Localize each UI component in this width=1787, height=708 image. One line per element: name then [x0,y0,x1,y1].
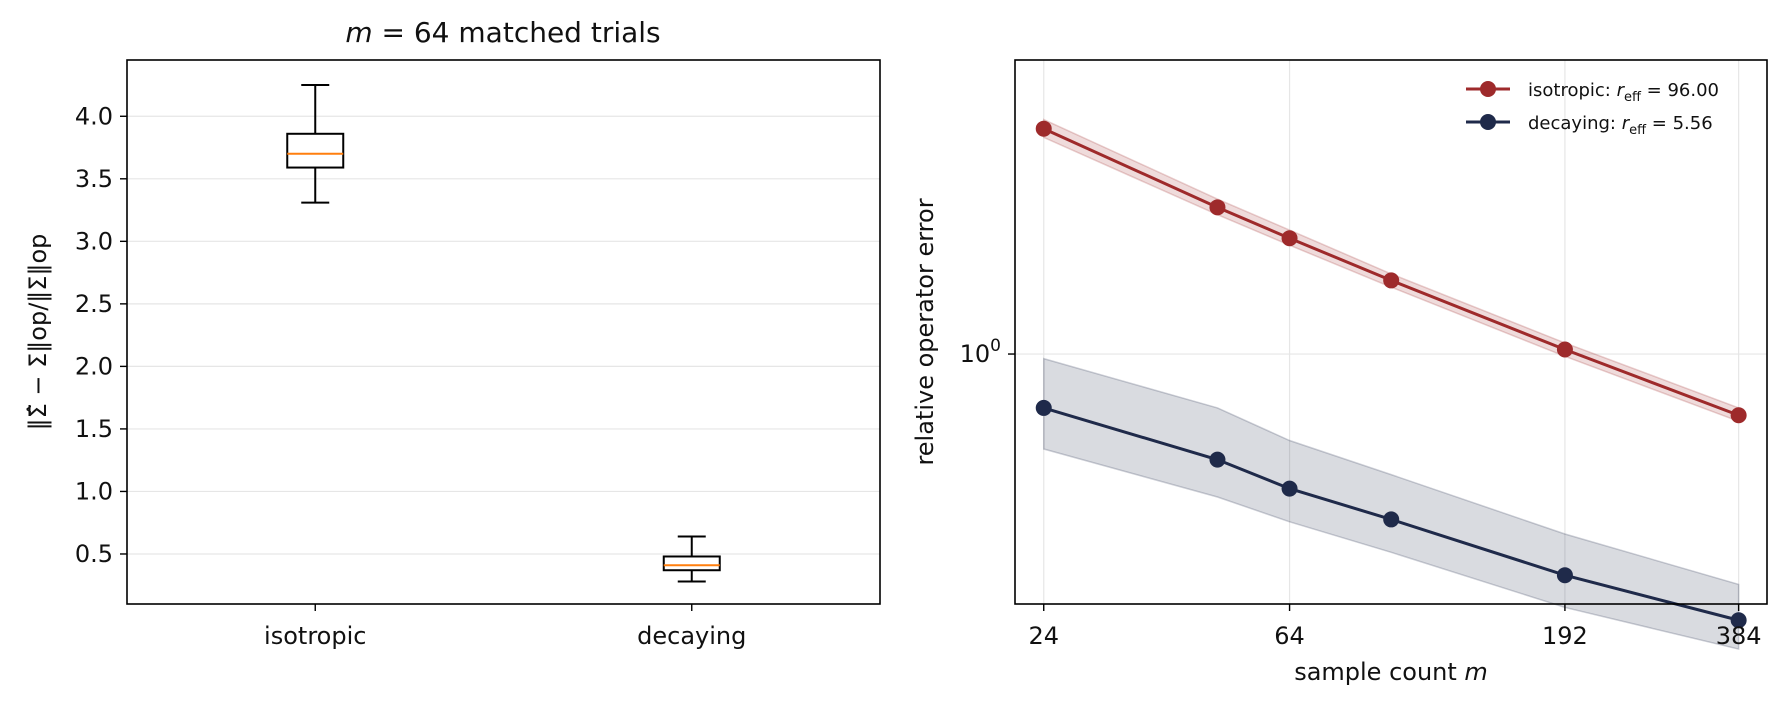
x-label-text: sample count [1294,658,1464,686]
right-x-tick-label: 64 [1274,622,1305,650]
point-series-1 [1281,480,1298,497]
box-isotropic [286,84,345,204]
right-y-axis-label: relative operator error [911,198,939,465]
boxes [286,84,721,583]
left-x-tick-label: decaying [637,622,746,650]
legend-label-1: decaying: reff = 5.56 [1528,113,1713,138]
right-y-tick-label: 100 [960,336,1001,368]
line-series-0 [1043,127,1740,417]
iqr-box [662,555,721,572]
legend-part: decaying: [1528,113,1622,134]
point-series-0 [1383,272,1400,289]
x-label-math: m [1464,658,1487,686]
point-series-1 [1209,451,1226,468]
right-axes-frame [1014,59,1768,605]
title-text: matched trials [450,16,661,49]
legend-part: eff [1629,123,1647,138]
right-x-axis-label: sample count m [1294,658,1488,686]
left-y-tick-label: 1.0 [75,477,113,505]
left-y-tick-label: 4.0 [75,102,113,130]
right-x-tick-label: 384 [1716,622,1762,650]
left-gridlines [127,115,880,555]
line-series-1 [1043,406,1740,622]
lineplot-panel: 24 64 192 384 100 sample count m relative o… [911,59,1768,686]
point-series-1 [1035,399,1052,416]
legend-part: r [1622,113,1631,134]
boxplot-panel: 4.0 3.5 3.0 2.5 2.0 1.5 1.0 0.5 isotropic decayi… [24,16,881,650]
series-lines [1043,127,1740,622]
left-chart-title: m = 64 matched trials [345,16,660,49]
point-series-1 [1556,567,1573,584]
left-y-tick-label: 0.5 [75,540,113,568]
right-x-tick-label: 192 [1542,622,1588,650]
title-math: m [345,16,372,49]
legend-part: = 96.00 [1641,80,1719,101]
left-y-ticks: 4.0 3.5 3.0 2.5 2.0 1.5 1.0 0.5 [75,102,127,568]
band-series-1 [1042,357,1740,651]
legend-label-0: isotropic: reff = 96.00 [1528,80,1719,105]
box-decaying [662,535,721,583]
point-series-0 [1209,199,1226,216]
legend-marker-0 [1480,81,1496,97]
tick-base: 10 [960,340,991,368]
point-series-0 [1730,407,1747,424]
point-series-0 [1281,230,1298,247]
left-y-tick-label: 2.0 [75,352,113,380]
point-series-1 [1383,511,1400,528]
right-gridlines [1015,60,1767,604]
left-y-axis-label: ‖Σ̂ − Σ‖op/‖Σ‖op [24,234,52,431]
tick-exponent: 0 [990,336,1001,356]
left-y-tick-label: 2.5 [75,290,113,318]
title-equals: = 64 [373,16,450,49]
right-x-tick-label: 24 [1028,622,1059,650]
iqr-box [286,132,345,169]
right-x-ticks: 24 64 192 384 [1028,604,1762,650]
legend-marker-1 [1480,114,1496,130]
legend-part: eff [1624,90,1642,105]
point-series-0 [1556,341,1573,358]
legend-part: isotropic: [1528,80,1617,101]
left-axes-frame [126,59,881,605]
series-points [1035,120,1747,629]
left-x-tick-label: isotropic [264,622,366,650]
right-y-ticks: 100 [960,336,1015,368]
left-y-tick-label: 1.5 [75,415,113,443]
legend-part: = 5.56 [1646,113,1713,134]
left-x-ticks: isotropic decaying [264,604,746,650]
point-series-0 [1035,120,1052,137]
confidence-bands [1042,118,1740,651]
left-y-tick-label: 3.5 [75,165,113,193]
left-y-tick-label: 3.0 [75,227,113,255]
point-series-1 [1730,612,1747,629]
legend-part: r [1617,80,1626,101]
